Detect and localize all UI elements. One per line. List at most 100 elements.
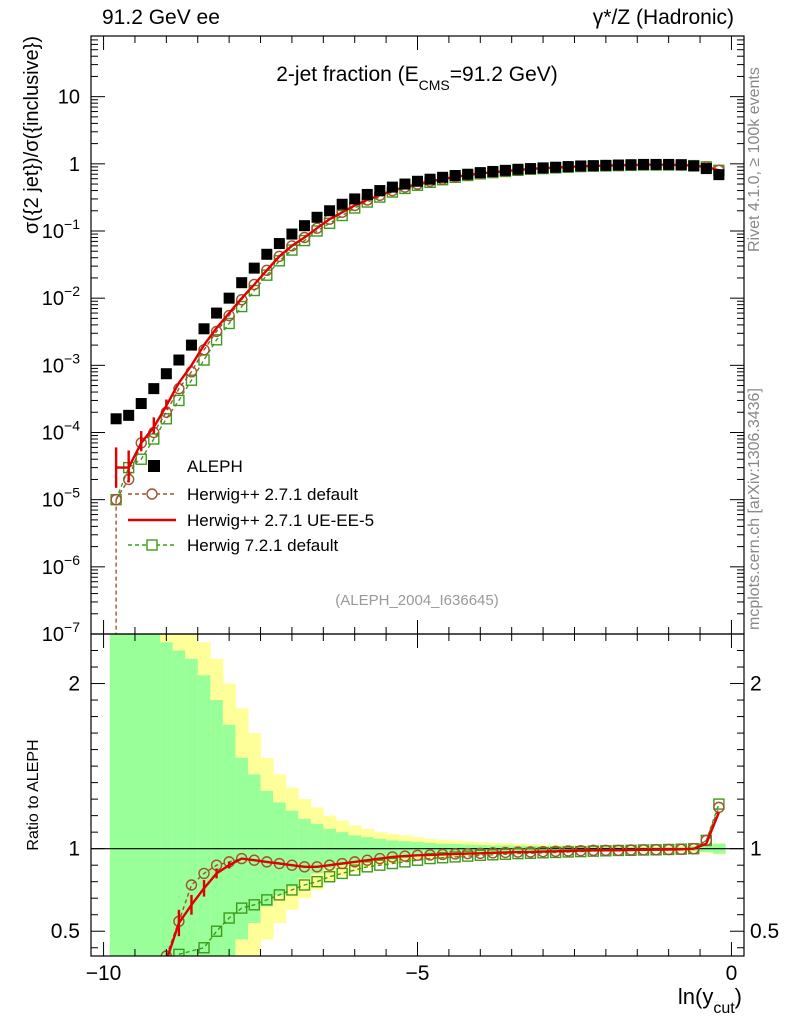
ratio-herwig7-marker bbox=[424, 852, 436, 865]
herwig-ueee5-line bbox=[116, 163, 720, 469]
aleph-data-point bbox=[261, 248, 273, 260]
ratio-y-tick-label-right: 1 bbox=[750, 838, 762, 861]
aleph-data-point bbox=[600, 159, 612, 171]
aleph-data-point bbox=[160, 368, 172, 380]
ratio-herwig7-marker bbox=[713, 798, 725, 810]
band-inner-bin bbox=[197, 675, 211, 956]
herwig7-marker bbox=[148, 433, 160, 445]
aleph-data-point bbox=[399, 178, 411, 190]
ratio-herwig7-marker bbox=[261, 894, 273, 906]
main-y-tick-label: 10−1 bbox=[42, 216, 80, 243]
aleph-data-point bbox=[650, 158, 662, 170]
x-axis-label: ln(ycut) bbox=[678, 984, 742, 1017]
ratio-herwig7-marker bbox=[248, 899, 260, 911]
aleph-data-point bbox=[625, 159, 637, 171]
ratio-y-tick-label: 0.5 bbox=[51, 920, 80, 943]
main-series bbox=[110, 158, 725, 634]
legend-marker-herwig7 bbox=[146, 539, 158, 551]
herwig-default-marker bbox=[286, 240, 298, 252]
aleph-data-point bbox=[211, 307, 223, 319]
ratio-series bbox=[91, 798, 744, 956]
main-y-tick-label: 10−6 bbox=[42, 552, 80, 579]
aleph-data-point bbox=[675, 159, 687, 171]
ratio-y-tick-label-right: 0.5 bbox=[750, 920, 779, 943]
ratio-herwig7-marker bbox=[374, 859, 386, 871]
band-inner-bin bbox=[172, 650, 186, 956]
aleph-data-point bbox=[487, 165, 499, 177]
herwig7-marker bbox=[185, 374, 198, 386]
ratio-y-tick-label: 2 bbox=[68, 673, 80, 696]
ratio-herwig-ueee5-line bbox=[166, 811, 721, 956]
analysis-watermark: (ALEPH_2004_I636645) bbox=[335, 592, 498, 609]
aleph-data-point bbox=[587, 160, 599, 172]
x-tick-label: 0 bbox=[726, 962, 738, 985]
ratio-herwig7-marker bbox=[311, 875, 323, 888]
aleph-data-point bbox=[437, 171, 449, 183]
main-y-tick-label: 10−5 bbox=[42, 485, 80, 512]
herwig-default-marker bbox=[261, 264, 273, 276]
aleph-data-point bbox=[474, 167, 486, 179]
ratio-herwig7-marker bbox=[298, 879, 311, 891]
legend-label: Herwig++ 2.7.1 default bbox=[187, 485, 358, 504]
aleph-data-point bbox=[713, 169, 725, 181]
main-y-tick-label: 10−4 bbox=[42, 417, 80, 444]
ratio-herwig7-marker bbox=[436, 852, 449, 864]
legend-label: Herwig 7.2.1 default bbox=[187, 536, 338, 555]
ratio-herwig-default-marker bbox=[713, 801, 725, 814]
aleph-data-point bbox=[700, 163, 712, 175]
ratio-herwig7-marker bbox=[223, 912, 235, 924]
legend-label: ALEPH bbox=[187, 457, 243, 476]
main-y-tick-label: 10−7 bbox=[42, 619, 80, 646]
herwig-default-marker bbox=[248, 278, 260, 291]
aleph-data-point bbox=[361, 188, 373, 200]
uncertainty-bands bbox=[109, 634, 726, 956]
herwig7-marker bbox=[160, 413, 173, 425]
herwig-default-marker bbox=[223, 309, 235, 322]
aleph-data-point bbox=[110, 413, 122, 425]
aleph-data-point bbox=[663, 158, 675, 170]
aleph-data-point bbox=[286, 228, 298, 240]
aleph-data-point bbox=[248, 262, 260, 274]
herwig7-marker bbox=[173, 394, 185, 407]
ratio-herwig7-marker bbox=[235, 902, 248, 914]
main-y-tick-label: 10−3 bbox=[42, 350, 80, 377]
ratio-herwig-default-marker bbox=[700, 834, 713, 847]
aleph-data-point bbox=[185, 339, 197, 351]
aleph-data-point bbox=[562, 161, 574, 173]
ratio-herwig7-marker bbox=[210, 925, 223, 937]
ratio-herwig-default-marker bbox=[185, 879, 198, 891]
herwig-default-marker bbox=[110, 493, 122, 506]
aleph-data-point bbox=[123, 409, 135, 421]
ratio-herwig7-marker bbox=[286, 884, 298, 896]
legend-marker-aleph bbox=[148, 460, 160, 472]
aleph-data-point bbox=[148, 383, 160, 395]
band-inner-bin bbox=[134, 634, 149, 956]
aleph-data-point bbox=[374, 185, 386, 197]
herwig7-marker bbox=[210, 334, 223, 346]
aleph-data-point bbox=[688, 160, 700, 172]
ratio-herwig7-marker bbox=[449, 851, 461, 863]
main-y-tick-label: 10−2 bbox=[42, 283, 80, 310]
chart-text: −10 −5 0 10−7 10−6 10−5 10−4 10−3 10−2 10−1 1 10 0.5… bbox=[21, 36, 779, 1017]
aleph-data-point bbox=[638, 158, 650, 170]
ratio-herwig-default-marker bbox=[198, 867, 210, 880]
aleph-data-point bbox=[349, 193, 361, 205]
aleph-data-point bbox=[612, 159, 624, 171]
y-axis-label: σ({2 jet})/σ({inclusive}) bbox=[21, 36, 43, 234]
aleph-data-point bbox=[223, 292, 235, 304]
aleph-data-point bbox=[135, 398, 147, 410]
herwig7-marker bbox=[235, 300, 248, 313]
band-inner-bin bbox=[160, 642, 174, 956]
ratio-herwig7-marker bbox=[349, 864, 361, 876]
aleph-data-point bbox=[298, 220, 310, 232]
legend-label: Herwig++ 2.7.1 UE-EE-5 bbox=[187, 511, 374, 530]
aleph-data-point bbox=[336, 198, 348, 210]
axes bbox=[90, 35, 745, 957]
legend: ALEPH Herwig++ 2.7.1 default Herwig++ 2.7.… bbox=[128, 457, 374, 555]
band-inner-bin bbox=[210, 700, 224, 956]
legend-marker-herwig-default bbox=[146, 488, 158, 500]
ratio-y-tick-label: 1 bbox=[68, 838, 80, 861]
band-inner-bin bbox=[122, 634, 136, 956]
aleph-data-point bbox=[173, 354, 185, 366]
